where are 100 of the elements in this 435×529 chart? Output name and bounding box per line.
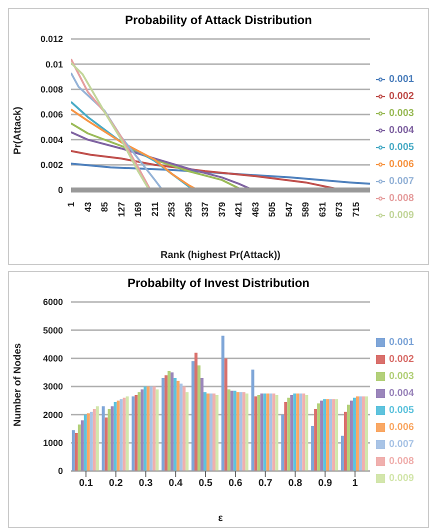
legend-label: 0.003 xyxy=(388,371,414,382)
bar xyxy=(263,394,266,471)
bar xyxy=(293,394,296,471)
bar xyxy=(233,390,236,471)
bar xyxy=(340,436,344,471)
x-tick-label: 0.9 xyxy=(318,478,333,490)
legend-label: 0.004 xyxy=(388,388,414,399)
x-tick-label: 0.1 xyxy=(78,478,94,490)
bar xyxy=(74,432,78,471)
legend-label: 0.008 xyxy=(388,193,414,204)
bar xyxy=(116,400,120,471)
y-tick-label: 3000 xyxy=(42,382,63,392)
bar xyxy=(302,394,306,471)
x-tick-label: 463 xyxy=(250,202,260,218)
x-tick-label: 253 xyxy=(166,202,177,218)
x-tick-label: 0.3 xyxy=(138,478,154,490)
bar xyxy=(323,399,326,471)
x-tick-label: 0.4 xyxy=(168,478,184,490)
y-axis-title: Pr(Attack) xyxy=(12,106,24,154)
bar xyxy=(114,402,117,471)
bar xyxy=(358,396,362,471)
bar xyxy=(350,400,353,471)
bar xyxy=(362,396,365,471)
x-tick-label: 43 xyxy=(82,202,93,212)
legend-label: 0.007 xyxy=(388,439,414,450)
bar xyxy=(346,404,350,471)
x-tick-label: 715 xyxy=(351,202,361,218)
chart-title: Probabilty of Invest Distribution xyxy=(126,275,310,292)
bar xyxy=(110,406,114,471)
y-tick-label: 0.006 xyxy=(40,110,63,120)
legend-label: 0.002 xyxy=(388,354,414,365)
y-tick-label: 1000 xyxy=(42,438,63,448)
bar xyxy=(326,399,330,471)
x-tick-label: 211 xyxy=(150,202,160,217)
bar xyxy=(239,392,242,471)
bar xyxy=(200,378,204,471)
bar xyxy=(203,392,206,471)
bar xyxy=(209,394,212,471)
x-tick-label: 0.5 xyxy=(198,478,213,490)
bar xyxy=(296,394,300,471)
bar xyxy=(197,365,200,471)
x-tick-label: 0.2 xyxy=(108,478,124,490)
bar xyxy=(194,352,198,471)
bar xyxy=(176,380,180,471)
line-series xyxy=(71,72,164,190)
bar xyxy=(320,400,324,471)
bar xyxy=(311,426,314,471)
y-tick-label: 4000 xyxy=(42,354,63,364)
bar xyxy=(212,394,216,471)
bar xyxy=(290,394,294,471)
bar xyxy=(275,394,278,471)
bar xyxy=(356,396,359,471)
legend-label: 0.009 xyxy=(388,473,414,484)
bar xyxy=(251,370,254,471)
bar xyxy=(134,394,138,471)
bar xyxy=(329,399,332,471)
bar xyxy=(164,375,168,471)
legend-label: 0.006 xyxy=(388,159,414,170)
y-tick-label: 0 xyxy=(58,185,63,196)
bar xyxy=(269,394,272,471)
bar xyxy=(254,396,258,471)
legend-label: 0.006 xyxy=(388,422,414,433)
legend-label: 0.005 xyxy=(388,405,414,416)
bar xyxy=(182,386,186,471)
chart-title: Probability of Attack Distribution xyxy=(124,12,313,29)
bar xyxy=(96,406,99,471)
line-series xyxy=(71,162,370,185)
y-tick-label: 0.002 xyxy=(40,160,63,170)
legend-label: 0.005 xyxy=(388,142,414,153)
x-axis-title: Rank (highest Pr(Attack)) xyxy=(160,250,280,261)
bar xyxy=(284,402,288,471)
bar xyxy=(221,336,224,471)
bar xyxy=(102,406,105,471)
y-tick-label: 2000 xyxy=(42,410,63,420)
legend-label: 0.002 xyxy=(388,91,414,102)
legend-label: 0.008 xyxy=(388,456,414,467)
legend-label: 0.009 xyxy=(388,210,414,221)
bar xyxy=(317,403,320,471)
x-tick-label: 127 xyxy=(116,202,126,218)
y-tick-label: 0.004 xyxy=(40,134,63,145)
bar xyxy=(314,409,318,471)
x-tick-label: 547 xyxy=(284,202,294,218)
x-tick-label: 589 xyxy=(300,202,311,218)
bar xyxy=(80,420,84,471)
bar xyxy=(260,394,264,471)
bar xyxy=(104,417,108,471)
bar xyxy=(170,372,174,471)
x-tick-label: 1 xyxy=(352,478,358,490)
bar xyxy=(281,414,284,471)
x-tick-label: 379 xyxy=(216,202,227,218)
bar xyxy=(242,392,246,471)
bar xyxy=(364,396,368,471)
bar xyxy=(305,394,308,471)
bar xyxy=(126,396,129,471)
bar xyxy=(92,409,96,471)
x-tick-label: 337 xyxy=(200,202,210,218)
bar xyxy=(227,389,230,471)
bar xyxy=(230,390,234,471)
y-tick-label: 6000 xyxy=(42,297,63,308)
bar xyxy=(299,394,302,471)
